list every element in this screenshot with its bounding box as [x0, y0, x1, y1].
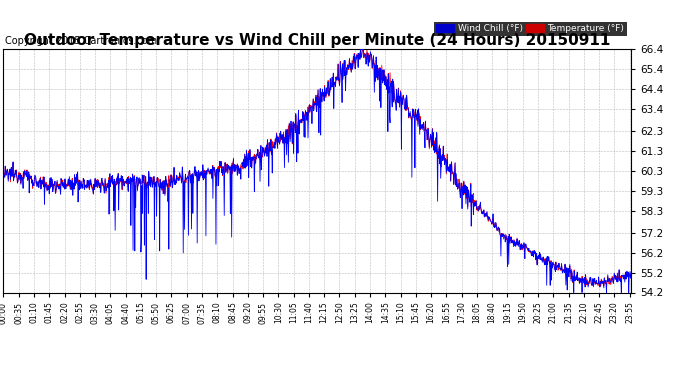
Legend: Wind Chill (°F), Temperature (°F): Wind Chill (°F), Temperature (°F) — [433, 22, 627, 36]
Title: Outdoor Temperature vs Wind Chill per Minute (24 Hours) 20150911: Outdoor Temperature vs Wind Chill per Mi… — [24, 33, 611, 48]
Text: Copyright 2015 Cartronics.com: Copyright 2015 Cartronics.com — [5, 36, 157, 46]
